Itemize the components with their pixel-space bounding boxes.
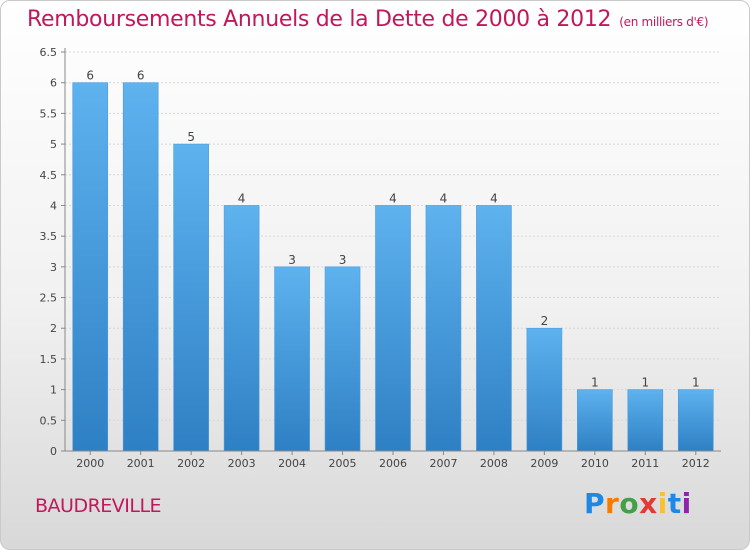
logo-letter: x: [639, 487, 658, 520]
x-tick-label: 2007: [429, 457, 457, 470]
y-tick-label: 5: [50, 138, 57, 151]
axis-layer: 0 0.5 1 1.5 2 2.5 3 3.5 4 4.5 5 5.5 6 6.5 2000 2001 2002…: [40, 46, 721, 470]
bar-2008: [476, 205, 512, 452]
x-tick-label: 2008: [480, 457, 508, 470]
x-tick-label: 2000: [76, 457, 104, 470]
logo-letter: t: [667, 487, 682, 520]
bar-2006: [375, 205, 411, 452]
bars-layer: [72, 82, 714, 452]
x-tick-label: 2010: [581, 457, 609, 470]
x-tick-label: 2003: [228, 457, 256, 470]
x-tick-label: 2005: [329, 457, 357, 470]
bar-2000: [72, 82, 109, 452]
x-tick-label: 2001: [127, 457, 155, 470]
x-tick-label: 2012: [682, 457, 710, 470]
y-tick-label: 2.5: [40, 292, 58, 305]
bar-2011: [627, 389, 664, 452]
data-label: 1: [641, 376, 649, 390]
data-label: 6: [137, 69, 145, 83]
logo-letter: r: [605, 487, 620, 520]
chart-title-text: Remboursements Annuels de la Dette de 20…: [27, 7, 612, 32]
data-label: 5: [187, 130, 195, 144]
y-tick-label: 4: [50, 199, 57, 212]
logo-letter: P: [584, 487, 606, 520]
y-tick-label: 6.5: [40, 46, 58, 59]
bar-2007: [425, 205, 462, 452]
logo-letter: o: [619, 487, 640, 520]
labels-layer: 6 6 5 4 3 3 4 4 4 2 1 1 1: [86, 69, 699, 390]
bar-2012: [677, 389, 714, 452]
bar-2001: [122, 82, 159, 452]
data-label: 1: [692, 376, 700, 390]
x-tick-label: 2009: [530, 457, 558, 470]
bar-2010: [577, 389, 613, 452]
data-label: 3: [339, 253, 347, 267]
x-tick-label: 2002: [177, 457, 205, 470]
y-tick-label: 1.5: [40, 353, 58, 366]
x-tick-label: 2011: [631, 457, 659, 470]
proxiti-logo: Proxiti: [584, 487, 692, 520]
bar-2009: [526, 327, 563, 452]
y-tick-label: 6: [50, 77, 57, 90]
data-label: 4: [389, 191, 397, 205]
y-tick-label: 0.5: [40, 414, 58, 427]
x-tick-label: 2006: [379, 457, 407, 470]
bar-2004: [274, 266, 310, 452]
chart-subtitle: (en milliers d'€): [619, 15, 709, 29]
data-label: 2: [541, 314, 549, 328]
x-tick-label: 2004: [278, 457, 306, 470]
logo-letter: i: [657, 487, 668, 520]
y-tick-label: 2: [50, 322, 57, 335]
bar-2003: [223, 205, 260, 452]
bar-2002: [173, 143, 209, 452]
y-tick-label: 4.5: [40, 169, 58, 182]
data-label: 3: [288, 253, 296, 267]
data-label: 4: [238, 191, 246, 205]
data-label: 1: [591, 376, 599, 390]
data-label: 4: [490, 191, 498, 205]
y-tick-label: 3: [50, 261, 57, 274]
data-label: 4: [440, 191, 448, 205]
city-name: BAUDREVILLE: [35, 495, 162, 517]
y-tick-label: 1: [50, 384, 57, 397]
y-tick-label: 5.5: [40, 107, 58, 120]
y-tick-label: 3.5: [40, 230, 58, 243]
data-label: 6: [86, 69, 94, 83]
logo-letter: i: [681, 487, 692, 520]
y-tick-label: 0: [50, 445, 57, 458]
bar-2005: [324, 266, 361, 452]
chart-title: Remboursements Annuels de la Dette de 20…: [27, 7, 709, 32]
